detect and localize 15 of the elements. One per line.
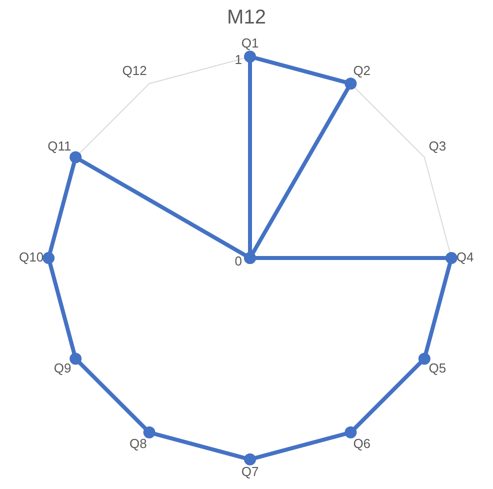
spoke-label: Q5 — [428, 360, 446, 376]
spoke-label: Q3 — [428, 138, 446, 154]
spoke-label: Q11 — [48, 138, 72, 154]
spoke-label: Q7 — [241, 464, 259, 479]
spoke-label: Q2 — [353, 63, 371, 78]
chart-title: M12 — [227, 6, 266, 29]
spoke-label: Q4 — [456, 250, 474, 265]
y-tick-label: 1 — [234, 52, 242, 68]
spoke-label: Q9 — [54, 360, 72, 376]
spoke-label: Q10 — [19, 250, 44, 265]
y-tick-label: 0 — [234, 254, 242, 269]
spoke-label: Q6 — [353, 436, 371, 452]
spoke-label: Q12 — [122, 63, 147, 78]
spoke-label: Q1 — [241, 35, 259, 50]
spoke-label: Q8 — [129, 436, 147, 452]
